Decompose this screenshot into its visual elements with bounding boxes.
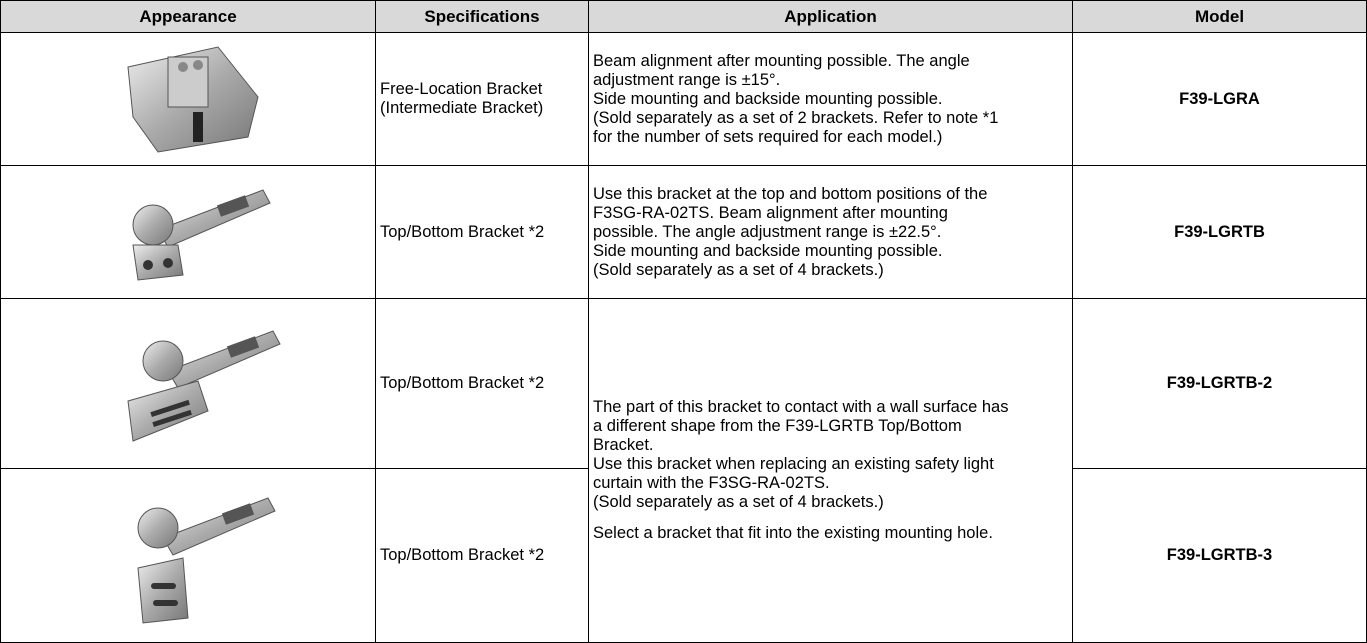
bracket-illustration	[127, 330, 281, 442]
application-paragraph: Select a bracket that fit into the exist…	[593, 524, 1068, 543]
application-line: (Sold separately as a set of 4 brackets.…	[593, 260, 884, 279]
application-paragraph: The part of this bracket to contact with…	[593, 398, 1068, 512]
application-cell: Use this bracket at the top and bottom p…	[588, 165, 1073, 299]
header-cell: Specifications	[375, 0, 589, 33]
spec-line: (Intermediate Bracket)	[380, 99, 544, 117]
spec-line: Top/Bottom Bracket *2	[380, 546, 545, 564]
specifications-cell: Top/Bottom Bracket *2	[375, 298, 589, 469]
application-cell: The part of this bracket to contact with…	[588, 298, 1073, 643]
header-cell: Model	[1072, 0, 1367, 33]
bracket-illustration	[132, 188, 271, 281]
application-line: (Sold separately as a set of 2 brackets.…	[593, 108, 999, 127]
table-row: Top/Bottom Bracket *2 F39-LGRTB-3	[0, 468, 1367, 643]
appearance-image	[0, 468, 376, 643]
application-line: Select a bracket that fit into the exist…	[593, 524, 993, 542]
model-cell: F39-LGRTB	[1072, 165, 1367, 299]
application-cell: Beam alignment after mounting possible. …	[588, 32, 1073, 166]
table-body: Free-Location Bracket (Intermediate Brack…	[0, 32, 1367, 643]
application-paragraph: Use this bracket at the top and bottom p…	[593, 185, 1068, 280]
header-cell: Application	[588, 0, 1073, 33]
specifications-cell: Free-Location Bracket (Intermediate Brack…	[375, 32, 589, 166]
application-line: for the number of sets required for each…	[593, 127, 943, 146]
application-line: Beam alignment after mounting possible. …	[593, 51, 970, 70]
application-line: F3SG-RA-02TS. Beam alignment after mount…	[593, 203, 948, 222]
table-row: Free-Location Bracket (Intermediate Brack…	[0, 32, 1367, 166]
bracket-illustration	[137, 497, 276, 624]
application-line: Use this bracket at the top and bottom p…	[593, 184, 988, 203]
application-line: Side mounting and backside mounting poss…	[593, 89, 943, 108]
appearance-image	[0, 298, 376, 469]
application-line: Bracket.	[593, 436, 654, 454]
appearance-image	[0, 165, 376, 299]
application-line: The part of this bracket to contact with…	[593, 398, 1009, 416]
specifications-cell: Top/Bottom Bracket *2	[375, 468, 589, 643]
table-row: Top/Bottom Bracket *2 Use this bracket at…	[0, 165, 1367, 299]
application-line: (Sold separately as a set of 4 brackets.…	[593, 493, 884, 511]
application-line: adjustment range is ±15°.	[593, 70, 781, 89]
spec-line: Top/Bottom Bracket *2	[380, 374, 545, 392]
model-cell: F39-LGRTB-2	[1072, 298, 1367, 469]
application-line: curtain with the F3SG-RA-02TS.	[593, 474, 830, 492]
application-paragraph: Beam alignment after mounting possible. …	[593, 52, 1068, 147]
header-row: Appearance Specifications Application Model	[0, 0, 1367, 33]
spec-line: Top/Bottom Bracket *2	[380, 222, 545, 241]
application-line: possible. The angle adjustment range is …	[593, 222, 942, 241]
model-cell: F39-LGRTB-3	[1072, 468, 1367, 643]
bracket-illustration	[127, 45, 259, 153]
spec-line: Free-Location Bracket	[380, 80, 543, 98]
model-cell: F39-LGRA	[1072, 32, 1367, 166]
application-line: a different shape from the F39-LGRTB Top…	[593, 417, 962, 435]
application-line: Use this bracket when replacing an exist…	[593, 455, 994, 473]
application-line: Side mounting and backside mounting poss…	[593, 241, 943, 260]
specifications-cell: Top/Bottom Bracket *2	[375, 165, 589, 299]
appearance-image	[0, 32, 376, 166]
header-cell: Appearance	[0, 0, 376, 33]
table-row: Top/Bottom Bracket *2 The part of this br…	[0, 298, 1367, 643]
